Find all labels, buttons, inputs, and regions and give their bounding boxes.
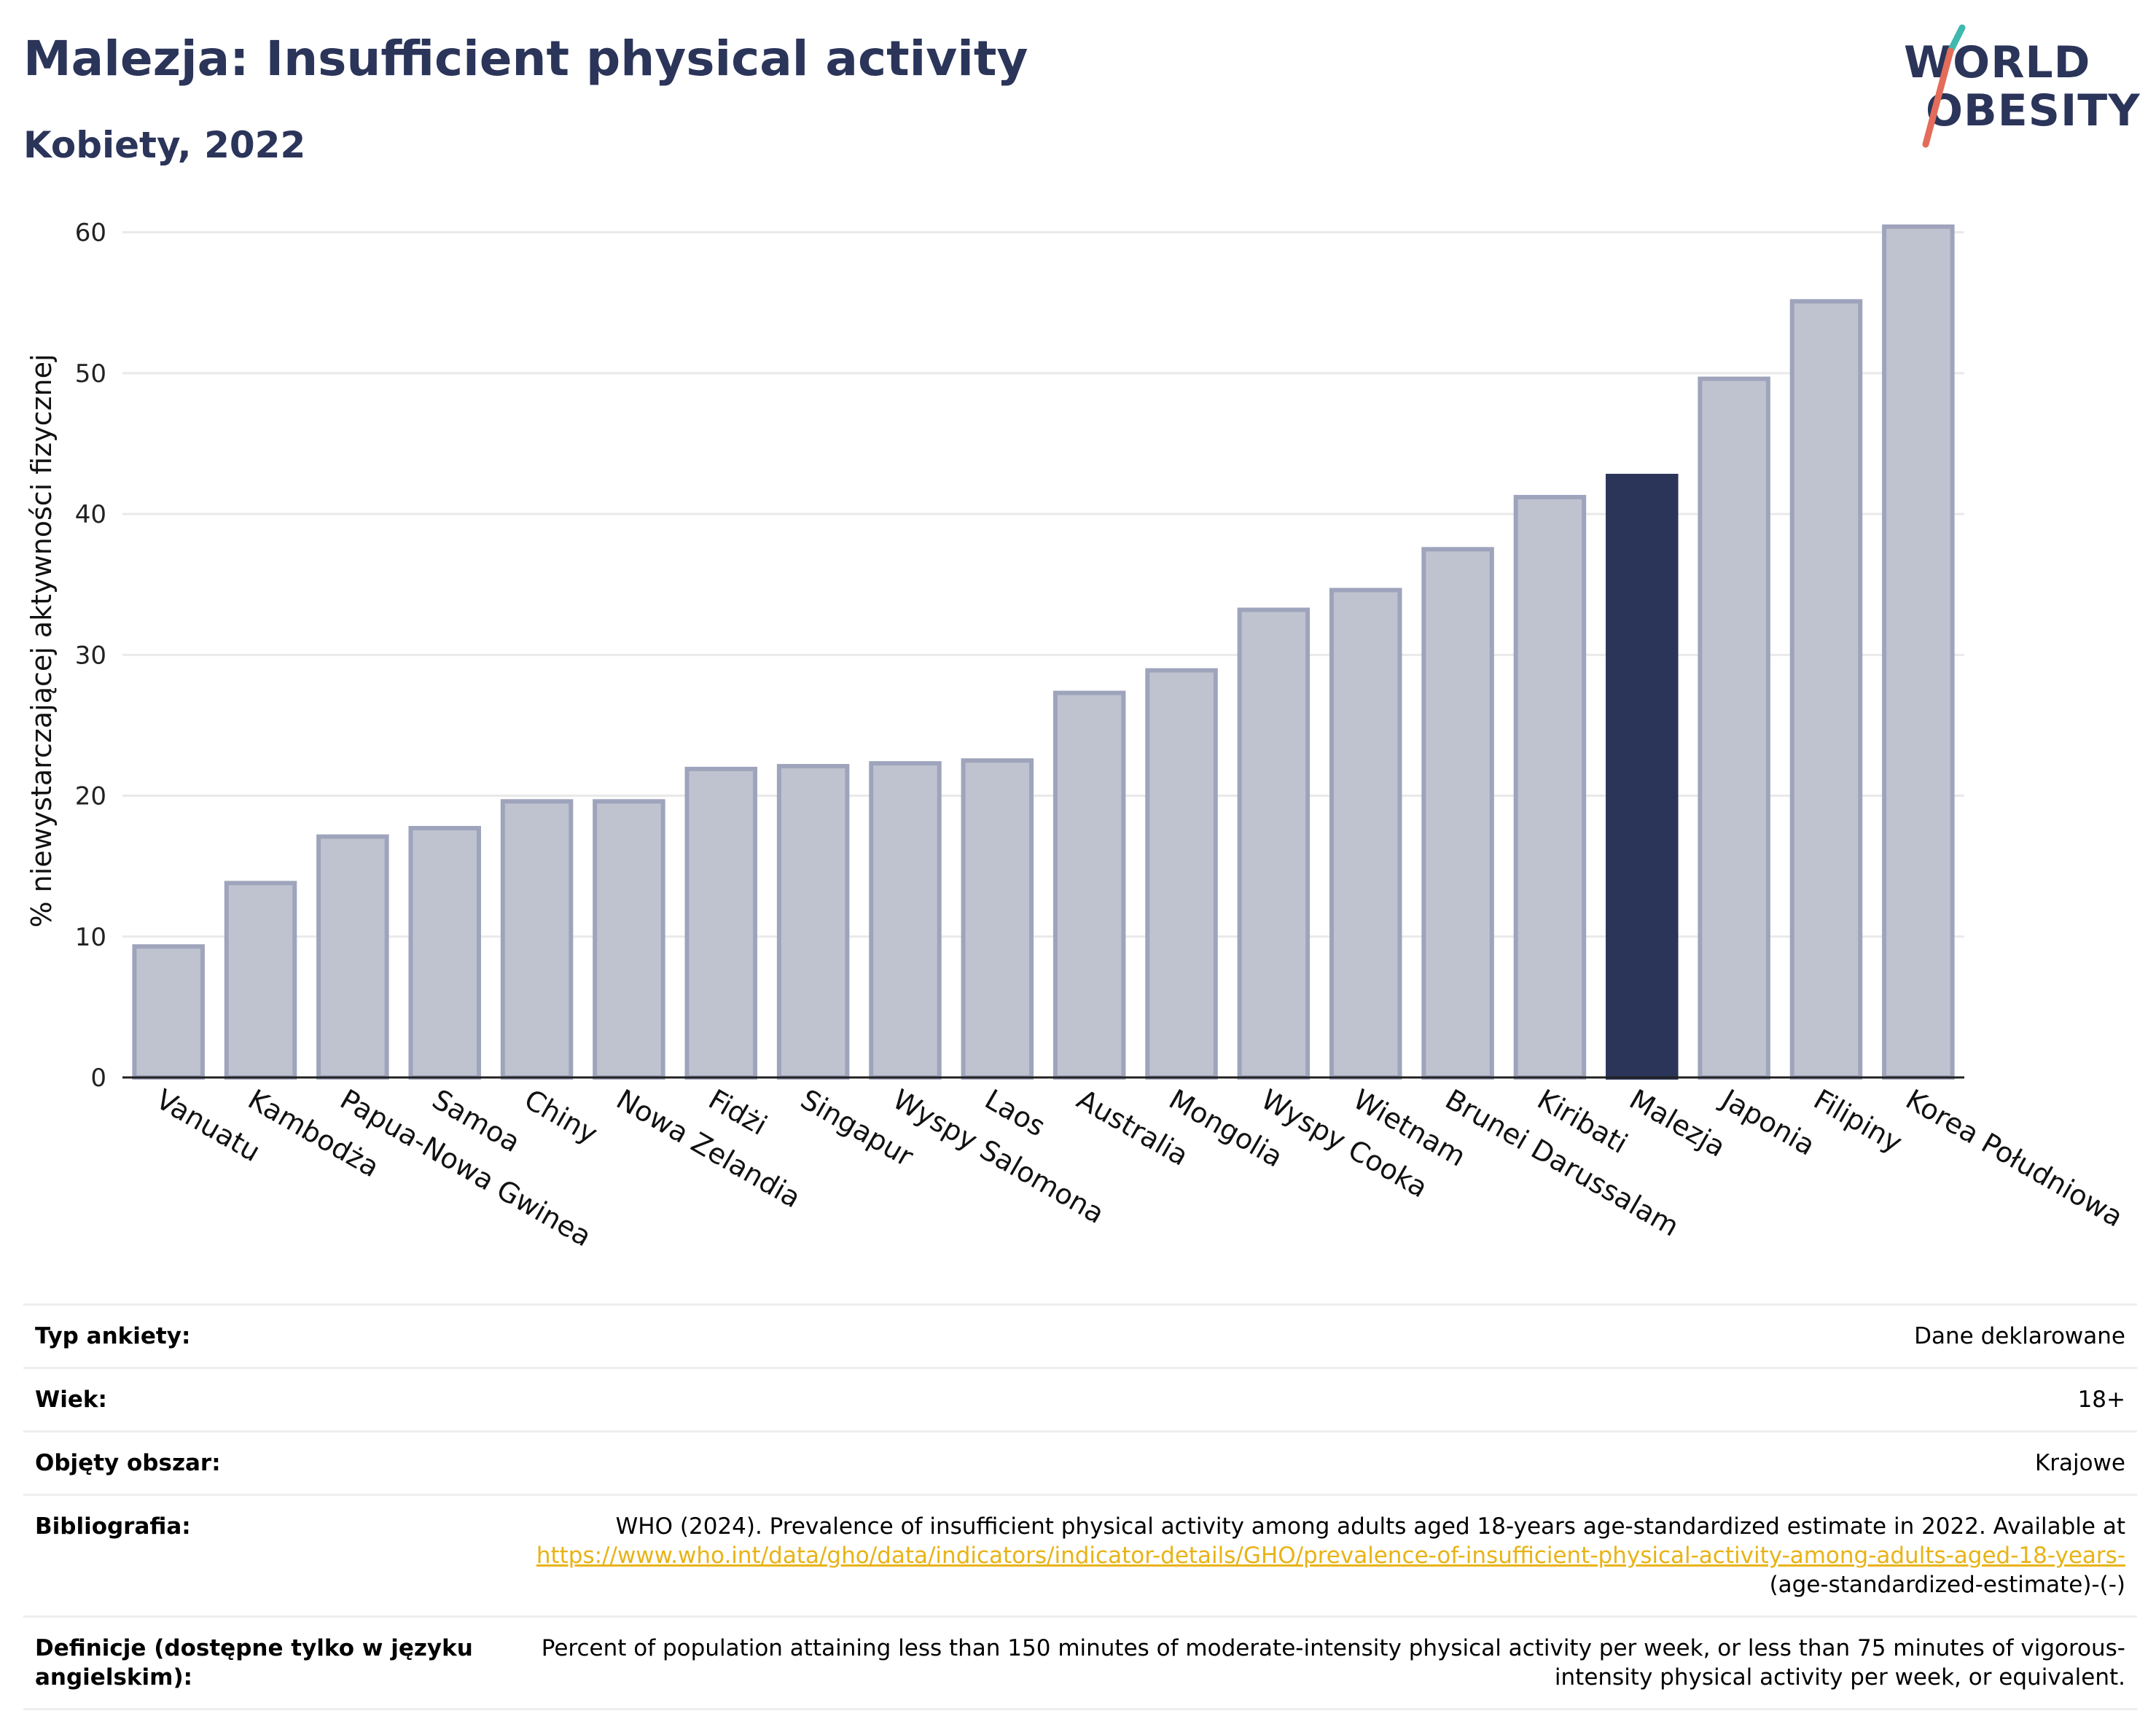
bar [593,799,665,1080]
info-label: Definicje (dostępne tylko w języku angie… [35,1635,473,1691]
y-tick-label: 10 [75,923,106,952]
y-tick-label: 40 [75,500,106,529]
bar [1052,690,1126,1080]
logo-line-2: OBESITY [1926,85,2141,136]
info-label: Objęty obszar: [35,1450,221,1476]
info-label: Typ ankiety: [35,1323,191,1349]
info-value: 18+ [2077,1387,2125,1413]
bar [1145,668,1218,1080]
bar [1421,547,1494,1080]
bibliography-text: WHO (2024). Prevalence of insufficient p… [615,1513,2125,1540]
info-value: Krajowe [2034,1450,2125,1476]
bibliography-suffix: (age-standardized-estimate)-(-) [1769,1572,2125,1598]
bar-chart: 0 10 20 30 40 50 60 % niewystarczającej aktywno… [26,219,2128,1253]
y-tick-label: 50 [75,359,106,389]
info-value: WHO (2024). Prevalence of insufficient p… [501,1512,2125,1599]
bar [316,834,389,1080]
y-tick-label: 20 [75,782,106,811]
info-label: Wiek: [35,1387,107,1413]
world-obesity-logo: WORLD OBESITY [1904,22,2144,153]
chart-title: Malezja: Insufficient physical activity [23,31,1028,87]
info-row-definitions: Definicje (dostępne tylko w języku angie… [23,1618,2137,1710]
y-tick-label: 30 [75,641,106,670]
bar [869,761,942,1080]
y-tick-label: 60 [75,219,106,248]
bar [961,758,1034,1080]
chart-subtitle: Kobiety, 2022 [23,124,306,166]
logo-slash-icon [1922,24,1966,148]
bar [224,881,297,1080]
bar [1513,494,1587,1080]
x-tick-label: Filipiny [1808,1083,1907,1159]
bar [408,825,481,1080]
bar [132,944,205,1080]
bar [1606,473,1679,1080]
info-value: Dane deklarowane [1914,1323,2125,1349]
x-tick-label: Chiny [519,1083,603,1150]
bar [684,766,758,1080]
x-tick-label: Japonia [1715,1083,1821,1162]
info-row-survey-type: Typ ankiety: Dane deklarowane [23,1306,2137,1369]
info-row-age: Wiek: 18+ [23,1369,2137,1432]
bar [1882,224,1955,1080]
info-row-bibliography: Bibliografia: WHO (2024). Prevalence of … [23,1496,2137,1618]
info-label: Bibliografia: [35,1513,191,1540]
bar [1237,607,1311,1080]
info-row-coverage: Objęty obszar: Krajowe [23,1432,2137,1496]
x-tick-label: Korea Południowa [1900,1083,2128,1233]
y-axis-title: % niewystarczającej aktywności fizycznej [26,354,58,927]
y-tick-label: 0 [90,1064,106,1093]
info-value: Percent of population attaining less tha… [541,1635,2125,1691]
bar [1698,376,1770,1080]
x-tick-label: Malezja [1624,1083,1731,1163]
info-table: Typ ankiety: Dane deklarowane Wiek: 18+ … [23,1303,2137,1710]
logo-line-1: WORLD [1904,37,2091,88]
bibliography-link[interactable]: https://www.who.int/data/gho/data/indica… [536,1543,2125,1569]
bar [500,799,574,1080]
bar [1789,299,1863,1080]
bar [1329,588,1402,1080]
x-tick-label: Vanuatu [151,1083,266,1168]
bar [776,763,850,1080]
